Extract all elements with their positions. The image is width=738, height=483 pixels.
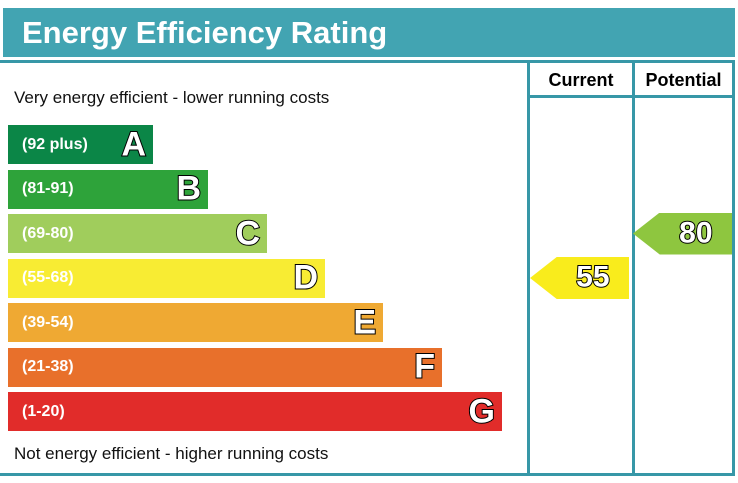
- band-range-label: (69-80): [22, 224, 74, 242]
- band-letter: F: [413, 347, 436, 386]
- caption-very-efficient: Very energy efficient - lower running co…: [14, 88, 330, 107]
- band-row-a: (92 plus) A: [8, 125, 153, 164]
- page-title: Energy Efficiency Rating: [3, 8, 735, 57]
- band-letter: D: [292, 258, 319, 297]
- column-header-underline: [527, 95, 732, 98]
- band-range-label: (81-91): [22, 180, 74, 197]
- band-row-c: (69-80) C: [8, 214, 267, 253]
- column-header-potential: Potential: [645, 70, 722, 90]
- band-letter: C: [234, 213, 261, 252]
- band-range-label: (92 plus): [22, 135, 88, 153]
- band-row-g: (1-20) G: [8, 392, 502, 431]
- current-rating-value: 55: [575, 260, 610, 294]
- potential-rating-value: 80: [678, 215, 713, 249]
- band-letter: E: [352, 302, 377, 341]
- band-letter: G: [468, 391, 496, 430]
- divider-potential-column: [632, 63, 635, 473]
- divider-current-column: [527, 63, 530, 473]
- band-range-label: (55-68): [22, 269, 74, 286]
- band-row-d: (55-68) D: [8, 258, 325, 298]
- band-letter: A: [120, 124, 147, 163]
- caption-not-efficient: Not energy efficient - higher running co…: [14, 444, 329, 463]
- band-row-b: (81-91) B: [8, 169, 208, 209]
- page-title-text: Energy Efficiency Rating: [22, 15, 388, 50]
- column-header-current: Current: [548, 70, 614, 90]
- band-range-label: (21-38): [22, 358, 74, 375]
- band-row-e: (39-54) E: [8, 303, 383, 342]
- band-letter: B: [175, 169, 202, 208]
- band-range-label: (1-20): [22, 402, 65, 420]
- band-row-f: (21-38) F: [8, 347, 442, 387]
- band-range-label: (39-54): [22, 313, 74, 331]
